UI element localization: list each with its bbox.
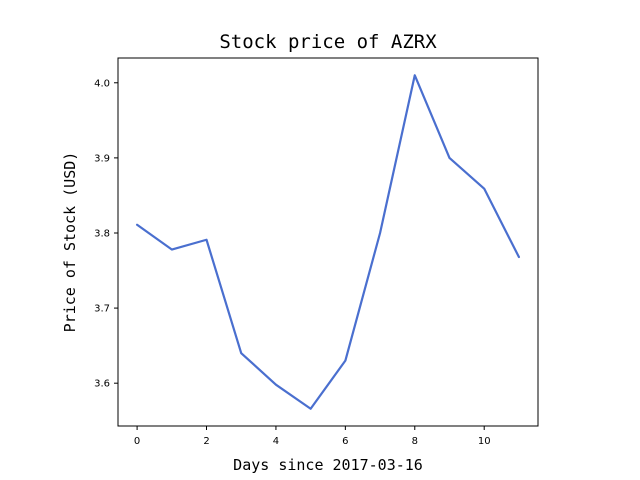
price-series-line	[135, 74, 521, 410]
plot-frame	[117, 57, 539, 427]
x-axis-ticks: 0 2 4 6 8 10	[134, 426, 491, 447]
chart-title: Stock price of AZRX	[219, 31, 437, 53]
y-axis-ticks: 3.6 3.7 3.8 3.9 4.0	[94, 78, 118, 390]
y-tick-label: 3.7	[94, 304, 110, 315]
x-tick-label: 10	[478, 436, 491, 447]
x-axis-label: Days since 2017-03-16	[233, 456, 423, 474]
x-tick-label: 4	[273, 436, 279, 447]
y-axis-label: Price of Stock (USD)	[61, 152, 79, 333]
y-tick-label: 3.9	[94, 153, 110, 164]
y-tick-label: 4.0	[94, 78, 110, 89]
plot-area: 0 2 4 6 8 10 3.6 3.7 3.8 3.9 4.0	[94, 57, 539, 447]
x-tick-label: 0	[134, 436, 140, 447]
x-tick-label: 6	[342, 436, 348, 447]
x-tick-label: 8	[412, 436, 418, 447]
series-layer	[135, 74, 521, 410]
x-tick-label: 2	[203, 436, 209, 447]
y-tick-label: 3.6	[94, 379, 110, 390]
y-tick-label: 3.8	[94, 228, 110, 239]
